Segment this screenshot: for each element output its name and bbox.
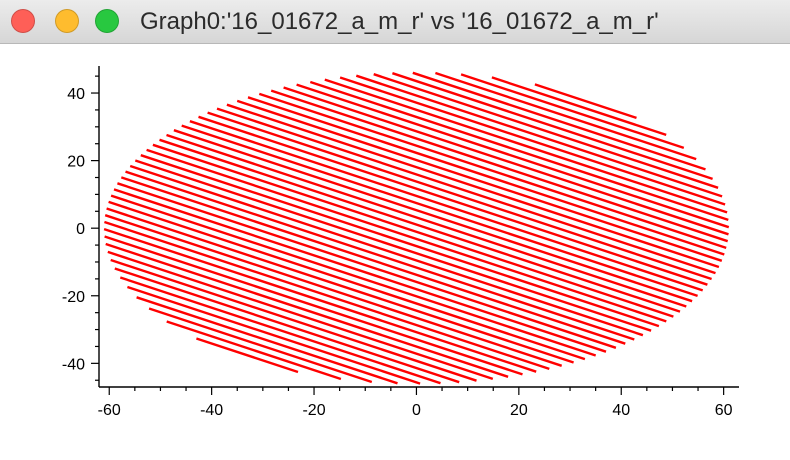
series-0-segment xyxy=(107,250,494,381)
series-0-segment xyxy=(125,170,635,341)
x-tick-label: 20 xyxy=(510,402,528,419)
series-0-segment xyxy=(159,138,681,313)
x-tick-label: 0 xyxy=(412,402,421,419)
series-0-segment xyxy=(247,96,725,256)
series-0-segment xyxy=(140,154,660,328)
x-tick-label: -40 xyxy=(200,402,223,419)
series-0-segment xyxy=(119,276,441,385)
x-tick-label: -60 xyxy=(98,402,121,419)
series-0-segment xyxy=(173,129,693,303)
series-0-segment xyxy=(435,71,697,161)
minimize-button[interactable] xyxy=(55,9,79,33)
y-tick-label: 40 xyxy=(67,86,85,103)
series-0-segment xyxy=(105,242,509,378)
series-0-segment xyxy=(270,89,729,243)
series-0-segment xyxy=(104,214,563,367)
series-0-segment xyxy=(136,296,398,385)
series-0-segment xyxy=(166,320,342,381)
series-0-segment xyxy=(114,267,460,384)
series-0-segment xyxy=(166,133,687,308)
series-0-segment xyxy=(534,83,637,120)
series-0-segment xyxy=(129,164,644,337)
x-tick-label: 60 xyxy=(715,402,733,419)
axes-layer: -60 -40 -20 0 20 40 60 -40 -20 0 20 40 xyxy=(62,66,739,419)
series-0-segment xyxy=(117,182,617,349)
series-0-segment xyxy=(148,307,373,384)
series-0-segment xyxy=(127,285,421,385)
x-tick-label: 40 xyxy=(612,402,630,419)
series-0-segment xyxy=(196,337,299,374)
y-tick-label: -40 xyxy=(62,356,85,373)
series-0-segment xyxy=(134,159,652,332)
series-0-segment xyxy=(108,200,586,361)
series-0-segment xyxy=(216,107,716,275)
series-0-segment xyxy=(152,143,674,318)
y-tick-label: 20 xyxy=(67,154,85,171)
series-0-segment xyxy=(226,103,720,269)
series-0-segment xyxy=(104,220,550,371)
series-0-segment xyxy=(106,207,574,364)
close-button[interactable] xyxy=(11,9,35,33)
y-tick-label: -20 xyxy=(62,289,85,306)
series-0-segment xyxy=(392,72,713,181)
series-0-segment xyxy=(146,148,667,323)
title-bar[interactable]: Graph0:'16_01672_a_m_r' vs '16_01672_a_m… xyxy=(0,0,790,44)
series-0-segment xyxy=(113,188,607,353)
series-0-segment xyxy=(355,74,723,198)
series-0-segment xyxy=(296,83,730,229)
x-tick-label: -20 xyxy=(302,402,325,419)
series-0-segment xyxy=(283,86,729,236)
plot-area: -60 -40 -20 0 20 40 60 -40 -20 0 20 40 xyxy=(0,44,790,460)
y-tick-label: 0 xyxy=(76,221,85,238)
series-0-segment xyxy=(207,111,712,281)
series-0-segment xyxy=(189,120,704,292)
series-0-segment xyxy=(309,80,729,222)
series-0-segment xyxy=(258,92,727,250)
series-0-segment xyxy=(198,115,708,286)
series-0-segment xyxy=(373,73,719,189)
series-0-segment xyxy=(491,76,667,137)
series-0-segment xyxy=(324,78,728,214)
series-0-segment xyxy=(120,176,626,345)
series-0-segment xyxy=(104,235,523,376)
series-0-segment xyxy=(412,71,706,171)
series-0-segment xyxy=(103,227,537,373)
scatter-line-chart: -60 -40 -20 0 20 40 60 -40 -20 0 20 40 xyxy=(62,66,739,419)
series-0-segment xyxy=(181,124,698,298)
window-title: Graph0:'16_01672_a_m_r' vs '16_01672_a_m… xyxy=(140,8,659,35)
series-layer xyxy=(103,71,730,385)
series-0-segment xyxy=(110,194,597,357)
zoom-button[interactable] xyxy=(95,9,119,33)
series-0-segment xyxy=(339,76,726,206)
series-0-segment xyxy=(460,73,685,150)
series-0-segment xyxy=(110,258,477,382)
series-0-segment xyxy=(236,99,723,262)
